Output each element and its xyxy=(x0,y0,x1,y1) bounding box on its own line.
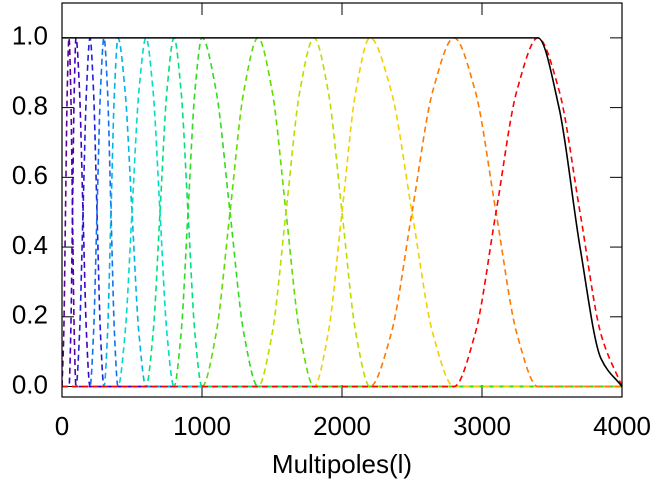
series-line xyxy=(62,37,622,388)
series-line xyxy=(62,37,622,388)
series-line xyxy=(62,37,622,388)
series-line xyxy=(62,37,622,388)
series-line xyxy=(62,37,622,388)
series-line xyxy=(62,37,622,388)
y-tick-label: 0.8 xyxy=(12,90,48,120)
plot-frame xyxy=(61,2,623,398)
y-tick-label: 0.4 xyxy=(12,230,48,260)
series-line xyxy=(62,37,622,388)
y-tick-label: 0.6 xyxy=(12,160,48,190)
series-line xyxy=(62,37,622,388)
x-tick-label: 1000 xyxy=(173,411,231,441)
x-axis-label: Multipoles(l) xyxy=(272,449,412,479)
series-line xyxy=(62,37,622,388)
y-tick-label: 0.0 xyxy=(12,369,48,399)
series-line xyxy=(62,37,622,388)
series-line xyxy=(62,37,622,388)
y-tick-label: 1.0 xyxy=(12,21,48,51)
series-line xyxy=(62,37,622,388)
series-line xyxy=(62,37,622,388)
x-tick-label: 2000 xyxy=(313,411,371,441)
x-tick-label: 3000 xyxy=(453,411,511,441)
series-line xyxy=(62,37,622,388)
x-tick-label: 4000 xyxy=(593,411,651,441)
x-tick-label: 0 xyxy=(55,411,69,441)
y-tick-label: 0.2 xyxy=(12,300,48,330)
